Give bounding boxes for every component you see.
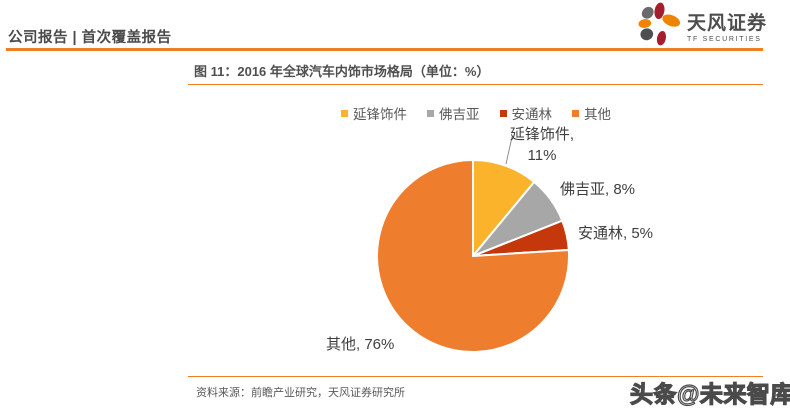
pie-label-antonglin: 安通林, 5% — [578, 225, 654, 242]
figure-bottom-divider — [188, 376, 763, 377]
figure-title: 图 11：2016 年全球汽车内饰市场格局（单位：%） — [194, 64, 490, 79]
legend-item-0: 延锋饰件 — [341, 103, 407, 123]
pie-chart — [376, 136, 570, 353]
report-type-label: 公司报告 | 首次覆盖报告 — [8, 30, 172, 46]
pie-label-yanfengshijian: 延锋饰件, 11% — [509, 126, 575, 164]
pie-label-qita: 其他, 76% — [326, 336, 395, 353]
brand-flower-icon — [638, 2, 681, 46]
figure-top-divider — [188, 84, 763, 85]
legend-item-1: 佛吉亚 — [427, 103, 480, 123]
legend-item-3: 其他 — [572, 103, 611, 123]
legend-swatch-icon — [499, 109, 507, 117]
watermark: 头条@未来智库 — [629, 380, 790, 407]
label-leader-line — [505, 136, 513, 165]
legend-label: 其他 — [584, 107, 611, 122]
figure-source: 资料来源：前瞻产业研究，天风证券研究所 — [196, 387, 405, 399]
legend-swatch-icon — [427, 109, 434, 117]
pie-slice-0 — [472, 158, 536, 259]
brand-logo: 天风证券 TF SECURITIES — [634, 2, 767, 47]
legend-label: 安通林 — [511, 107, 553, 122]
legend-item-2: 安通林 — [499, 103, 553, 123]
pie-slice-3 — [376, 158, 570, 353]
brand-name-en: TF SECURITIES — [687, 36, 762, 43]
pie-label-fojiya: 佛吉亚, 8% — [560, 181, 636, 198]
legend-label: 佛吉亚 — [439, 107, 480, 122]
brand-name-cn: 天风证券 — [687, 13, 768, 34]
legend-label: 延锋饰件 — [353, 107, 407, 122]
chart-legend: 延锋饰件 佛吉亚 安通林 其他 — [341, 103, 611, 123]
header-divider — [6, 48, 763, 51]
legend-swatch-icon — [341, 109, 348, 117]
brand-text: 天风证券 TF SECURITIES — [687, 13, 767, 43]
pie-slices — [376, 158, 570, 353]
legend-swatch-icon — [572, 109, 579, 117]
